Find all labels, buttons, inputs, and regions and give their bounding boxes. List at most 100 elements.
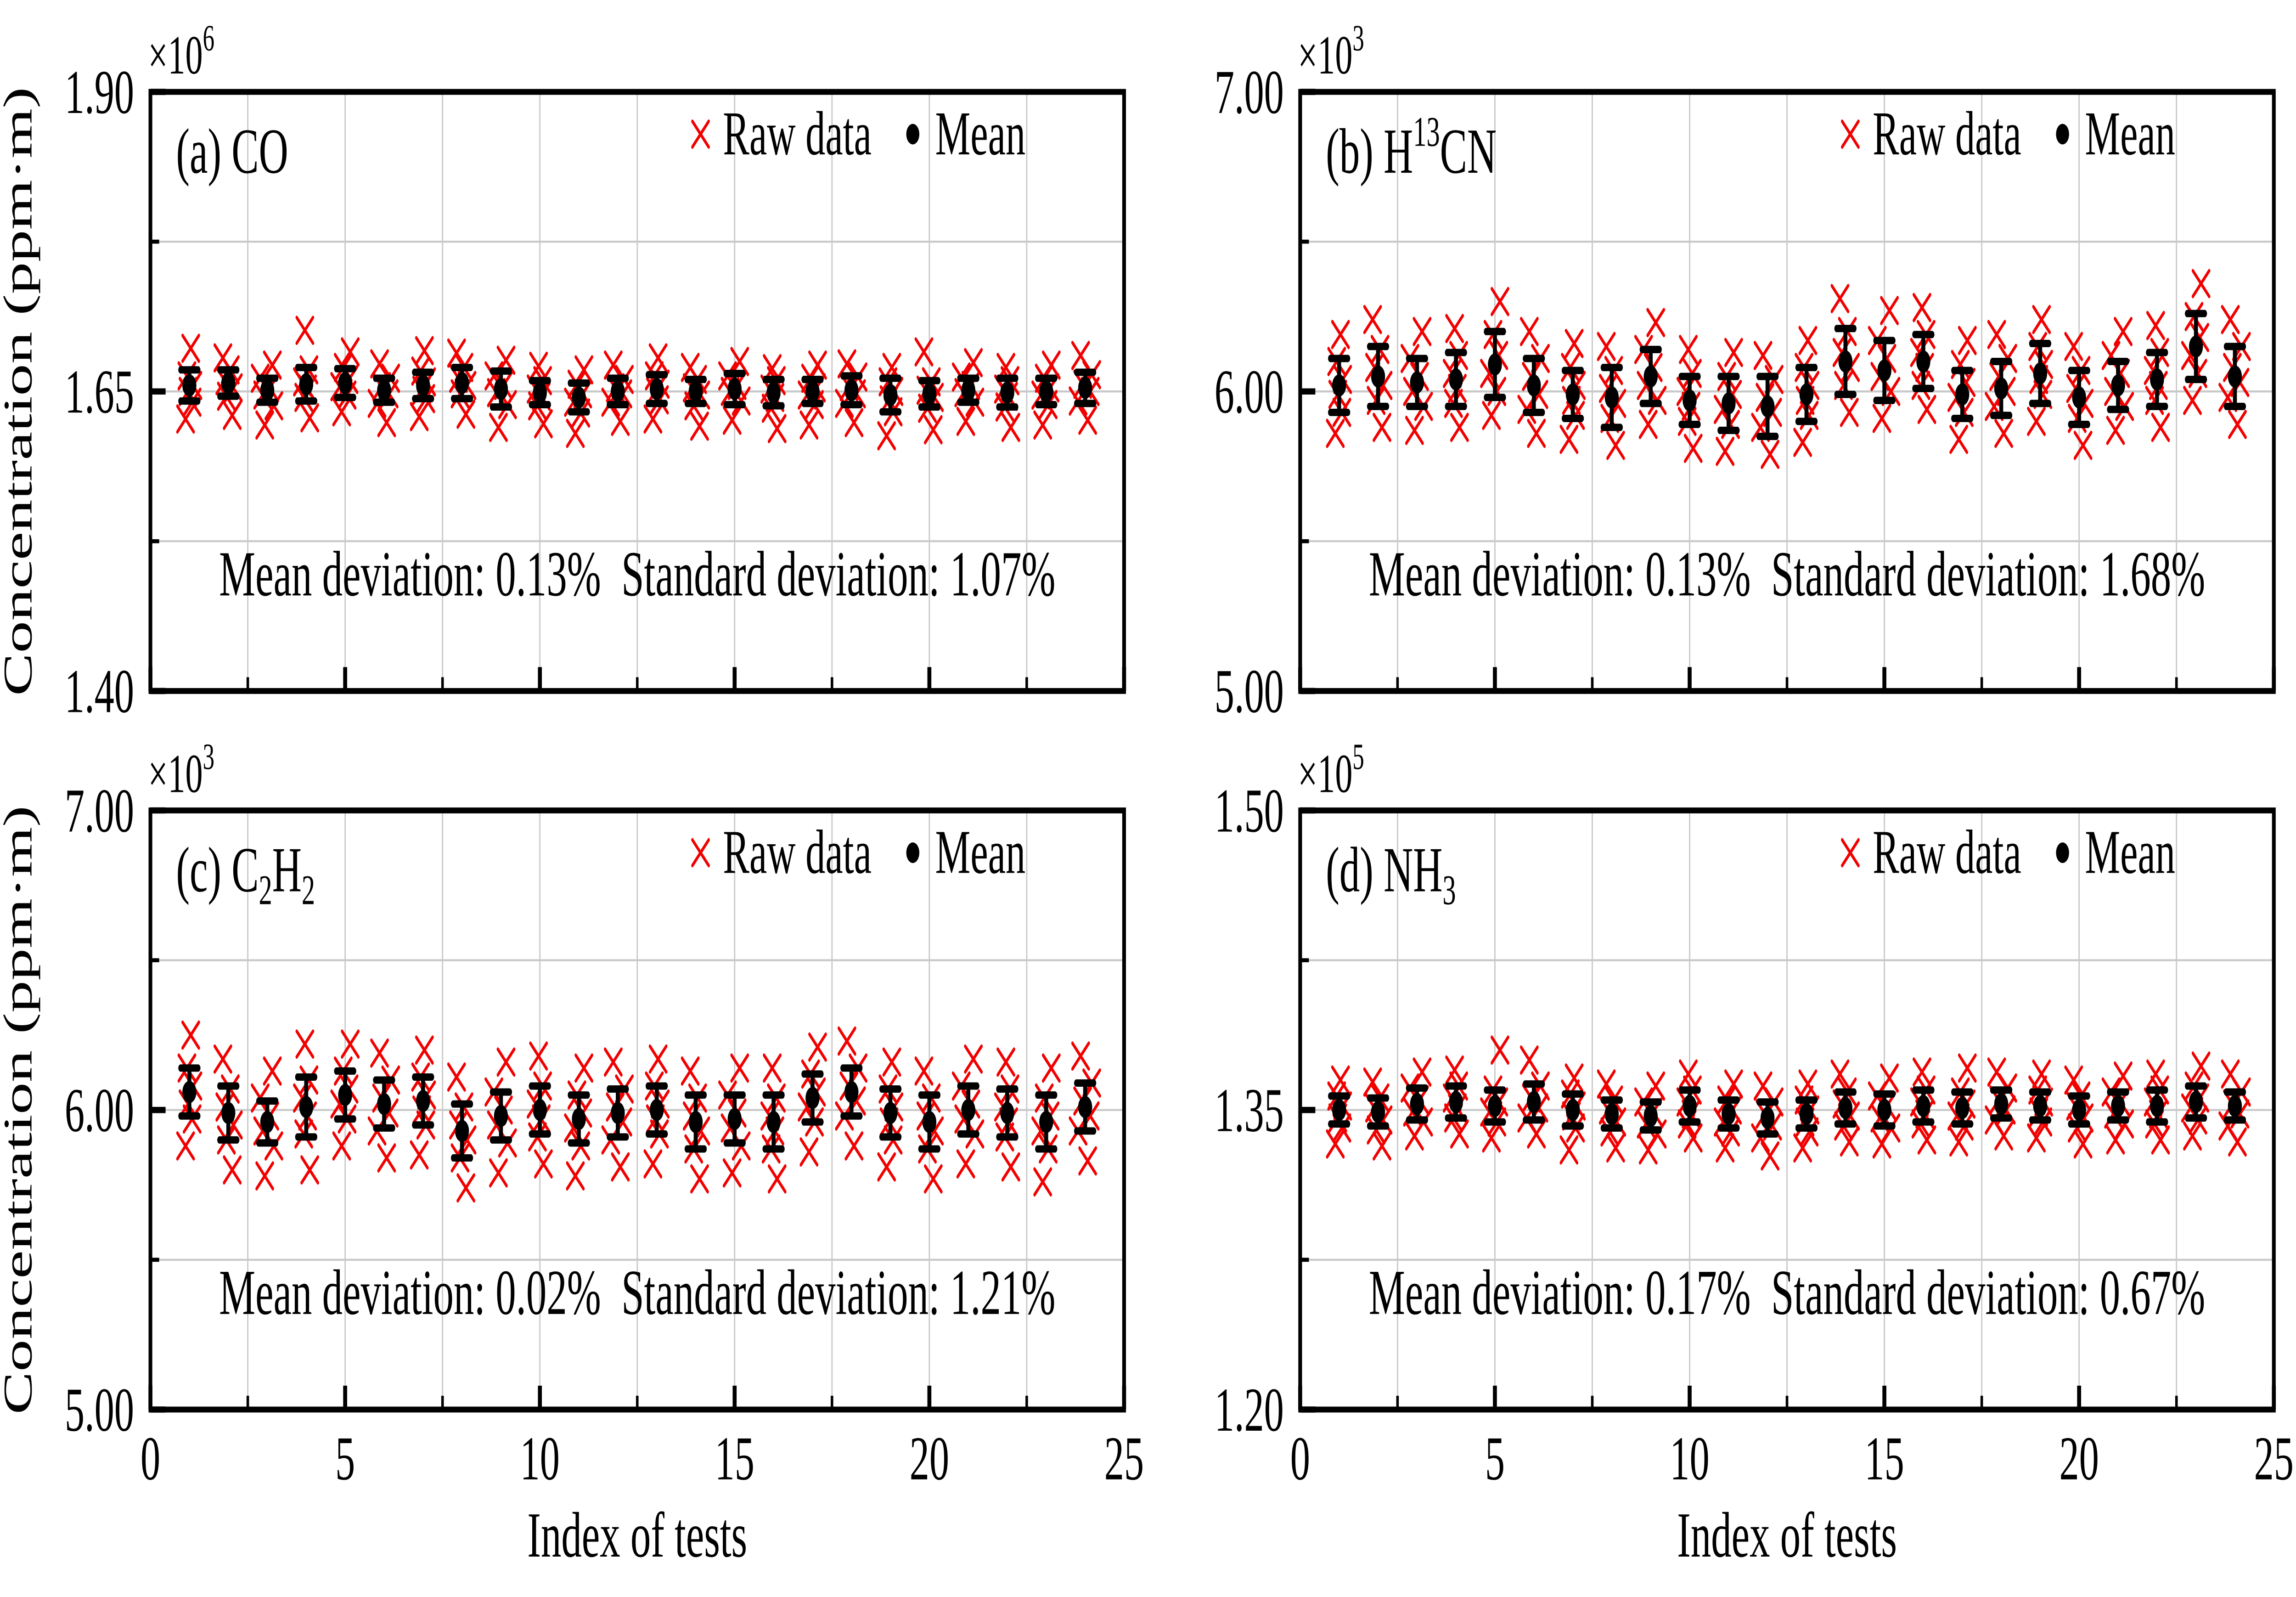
legend-dot-marker-icon bbox=[906, 124, 920, 145]
axis-ticks bbox=[148, 89, 1126, 694]
mean-point bbox=[2150, 368, 2164, 391]
mean-point bbox=[455, 1120, 469, 1142]
mean-point bbox=[1488, 353, 1502, 376]
error-bar-caps bbox=[178, 364, 1097, 416]
subplot-a: 1.40 1.65 1.90×106 Concentration (ppm·m) (a)… bbox=[0, 18, 1126, 726]
mean-point bbox=[2189, 335, 2203, 358]
mean-point bbox=[688, 380, 703, 403]
mean-point bbox=[766, 1111, 781, 1133]
mean-point bbox=[1371, 1101, 1385, 1123]
mean-point bbox=[338, 1084, 352, 1106]
mean-point bbox=[1955, 1097, 1970, 1119]
mean-series bbox=[1328, 1080, 2246, 1138]
mean-point bbox=[1488, 1095, 1502, 1117]
mean-point bbox=[221, 1102, 236, 1124]
mean-point bbox=[1039, 1111, 1053, 1133]
mean-point bbox=[1994, 1093, 2009, 1115]
mean-series bbox=[178, 1064, 1097, 1162]
mean-point bbox=[1722, 1103, 1736, 1125]
mean-point bbox=[2072, 386, 2086, 409]
mean-point bbox=[1838, 1097, 1853, 1119]
mean-point bbox=[805, 1087, 820, 1109]
mean-point bbox=[961, 1099, 975, 1121]
mean-point bbox=[1994, 377, 2009, 400]
y-tick-labels: 1.40 1.65 1.90 bbox=[65, 57, 134, 726]
stats-annotation: Mean deviation: 0.17% Standard deviation… bbox=[1369, 1257, 2205, 1328]
mean-series bbox=[178, 364, 1097, 416]
mean-point bbox=[2111, 1095, 2125, 1117]
legend: Raw data Mean bbox=[1841, 817, 2175, 886]
mean-point bbox=[688, 1111, 703, 1133]
mean-point bbox=[1078, 377, 1092, 399]
mean-point bbox=[2072, 1099, 2086, 1121]
axis-ticks bbox=[1298, 807, 2276, 1413]
y-tick-labels: 5.00 6.00 7.00 bbox=[65, 776, 134, 1445]
mean-point bbox=[182, 1081, 197, 1103]
mean-point bbox=[377, 379, 391, 401]
mean-point bbox=[883, 384, 898, 406]
x-tick-label: 25 bbox=[2254, 1423, 2294, 1493]
y-tick-label: 1.35 bbox=[1215, 1075, 1284, 1145]
y-tick-label: 1.65 bbox=[65, 356, 134, 426]
mean-point bbox=[1078, 1096, 1092, 1118]
x-tick-label: 5 bbox=[335, 1423, 355, 1493]
y-tick-label: 1.90 bbox=[65, 57, 134, 127]
y-tick-label: 1.50 bbox=[1215, 776, 1284, 846]
mean-point bbox=[1643, 365, 1658, 388]
y-tick-labels: 5.00 6.00 7.00 bbox=[1215, 57, 1284, 726]
legend-x-marker-icon bbox=[1841, 838, 1860, 868]
y-tick-label: 6.00 bbox=[65, 1075, 134, 1145]
mean-point bbox=[844, 379, 859, 401]
mean-point bbox=[766, 381, 781, 404]
legend-mean-label: Mean bbox=[935, 817, 1026, 887]
mean-point bbox=[1332, 374, 1346, 397]
mean-point bbox=[2150, 1095, 2164, 1117]
x-tick-label: 10 bbox=[520, 1423, 560, 1493]
x-tick-label: 5 bbox=[1485, 1423, 1505, 1493]
x-tick-label: 15 bbox=[1864, 1423, 1904, 1493]
mean-point bbox=[805, 380, 820, 403]
mean-point bbox=[1722, 392, 1736, 415]
mean-point bbox=[416, 1090, 430, 1112]
mean-point bbox=[649, 378, 664, 401]
x-tick-label: 20 bbox=[910, 1423, 949, 1493]
legend-raw-label: Raw data bbox=[723, 817, 872, 887]
mean-point bbox=[1565, 1099, 1580, 1121]
mean-point bbox=[1527, 374, 1541, 397]
error-bar-caps bbox=[1328, 310, 2246, 440]
mean-point bbox=[221, 372, 236, 394]
mean-point bbox=[1449, 368, 1463, 391]
mean-point bbox=[2228, 365, 2242, 388]
mean-point bbox=[961, 379, 975, 401]
mean-point bbox=[611, 1102, 625, 1124]
mean-point bbox=[1604, 1103, 1619, 1125]
stats-annotation: Mean deviation: 0.13% Standard deviation… bbox=[219, 538, 1055, 609]
legend-dot-marker-icon bbox=[2056, 842, 2069, 863]
y-tick-label: 6.00 bbox=[1215, 356, 1284, 426]
mean-point bbox=[1527, 1091, 1541, 1113]
mean-point bbox=[1643, 1105, 1658, 1127]
mean-point bbox=[182, 374, 197, 397]
mean-point bbox=[649, 1099, 664, 1121]
x-tick-label: 20 bbox=[2060, 1423, 2099, 1493]
mean-point bbox=[455, 372, 469, 394]
mean-point bbox=[416, 374, 430, 397]
mean-point bbox=[727, 378, 742, 401]
raw-data-series bbox=[1326, 1035, 2251, 1171]
legend-raw-label: Raw data bbox=[723, 98, 872, 168]
mean-point bbox=[377, 1093, 391, 1115]
legend: Raw data Mean bbox=[1841, 98, 2175, 168]
legend-mean-label: Mean bbox=[935, 98, 1026, 168]
x-tick-labels: 0 5 10 15 20 25 bbox=[141, 1423, 1144, 1493]
y-tick-label: 1.20 bbox=[1215, 1375, 1284, 1445]
error-bar-caps bbox=[1328, 1080, 2246, 1138]
subplot-b: 5.00 6.00 7.00×103 (b) H13CN Raw data Mean Mea… bbox=[1215, 18, 2276, 726]
panel-label: (b) H13CN bbox=[1326, 108, 1497, 187]
mean-point bbox=[2189, 1091, 2203, 1113]
y-tick-label: 5.00 bbox=[65, 1375, 134, 1445]
mean-point bbox=[1000, 381, 1014, 404]
mean-point bbox=[1760, 395, 1775, 418]
mean-point bbox=[299, 1096, 314, 1118]
error-bar-caps bbox=[178, 1064, 1097, 1162]
